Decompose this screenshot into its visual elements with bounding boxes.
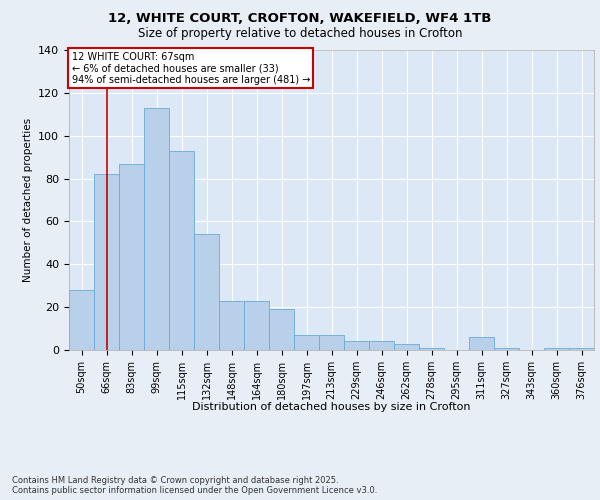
- Bar: [144, 108, 169, 350]
- Bar: [169, 150, 194, 350]
- Bar: [244, 300, 269, 350]
- Bar: [319, 335, 344, 350]
- X-axis label: Distribution of detached houses by size in Crofton: Distribution of detached houses by size …: [192, 402, 471, 412]
- Bar: [569, 348, 594, 350]
- Bar: [469, 337, 494, 350]
- Bar: [369, 342, 394, 350]
- Text: 12, WHITE COURT, CROFTON, WAKEFIELD, WF4 1TB: 12, WHITE COURT, CROFTON, WAKEFIELD, WF4…: [109, 12, 491, 26]
- Bar: [194, 234, 219, 350]
- Text: 12 WHITE COURT: 67sqm
← 6% of detached houses are smaller (33)
94% of semi-detac: 12 WHITE COURT: 67sqm ← 6% of detached h…: [71, 52, 310, 84]
- Bar: [94, 174, 119, 350]
- Bar: [119, 164, 144, 350]
- Bar: [544, 348, 569, 350]
- Text: Contains HM Land Registry data © Crown copyright and database right 2025.
Contai: Contains HM Land Registry data © Crown c…: [12, 476, 377, 495]
- Bar: [69, 290, 94, 350]
- Bar: [394, 344, 419, 350]
- Text: Size of property relative to detached houses in Crofton: Size of property relative to detached ho…: [138, 28, 462, 40]
- Bar: [419, 348, 444, 350]
- Bar: [294, 335, 319, 350]
- Bar: [269, 310, 294, 350]
- Bar: [494, 348, 519, 350]
- Bar: [219, 300, 244, 350]
- Bar: [344, 342, 369, 350]
- Y-axis label: Number of detached properties: Number of detached properties: [23, 118, 32, 282]
